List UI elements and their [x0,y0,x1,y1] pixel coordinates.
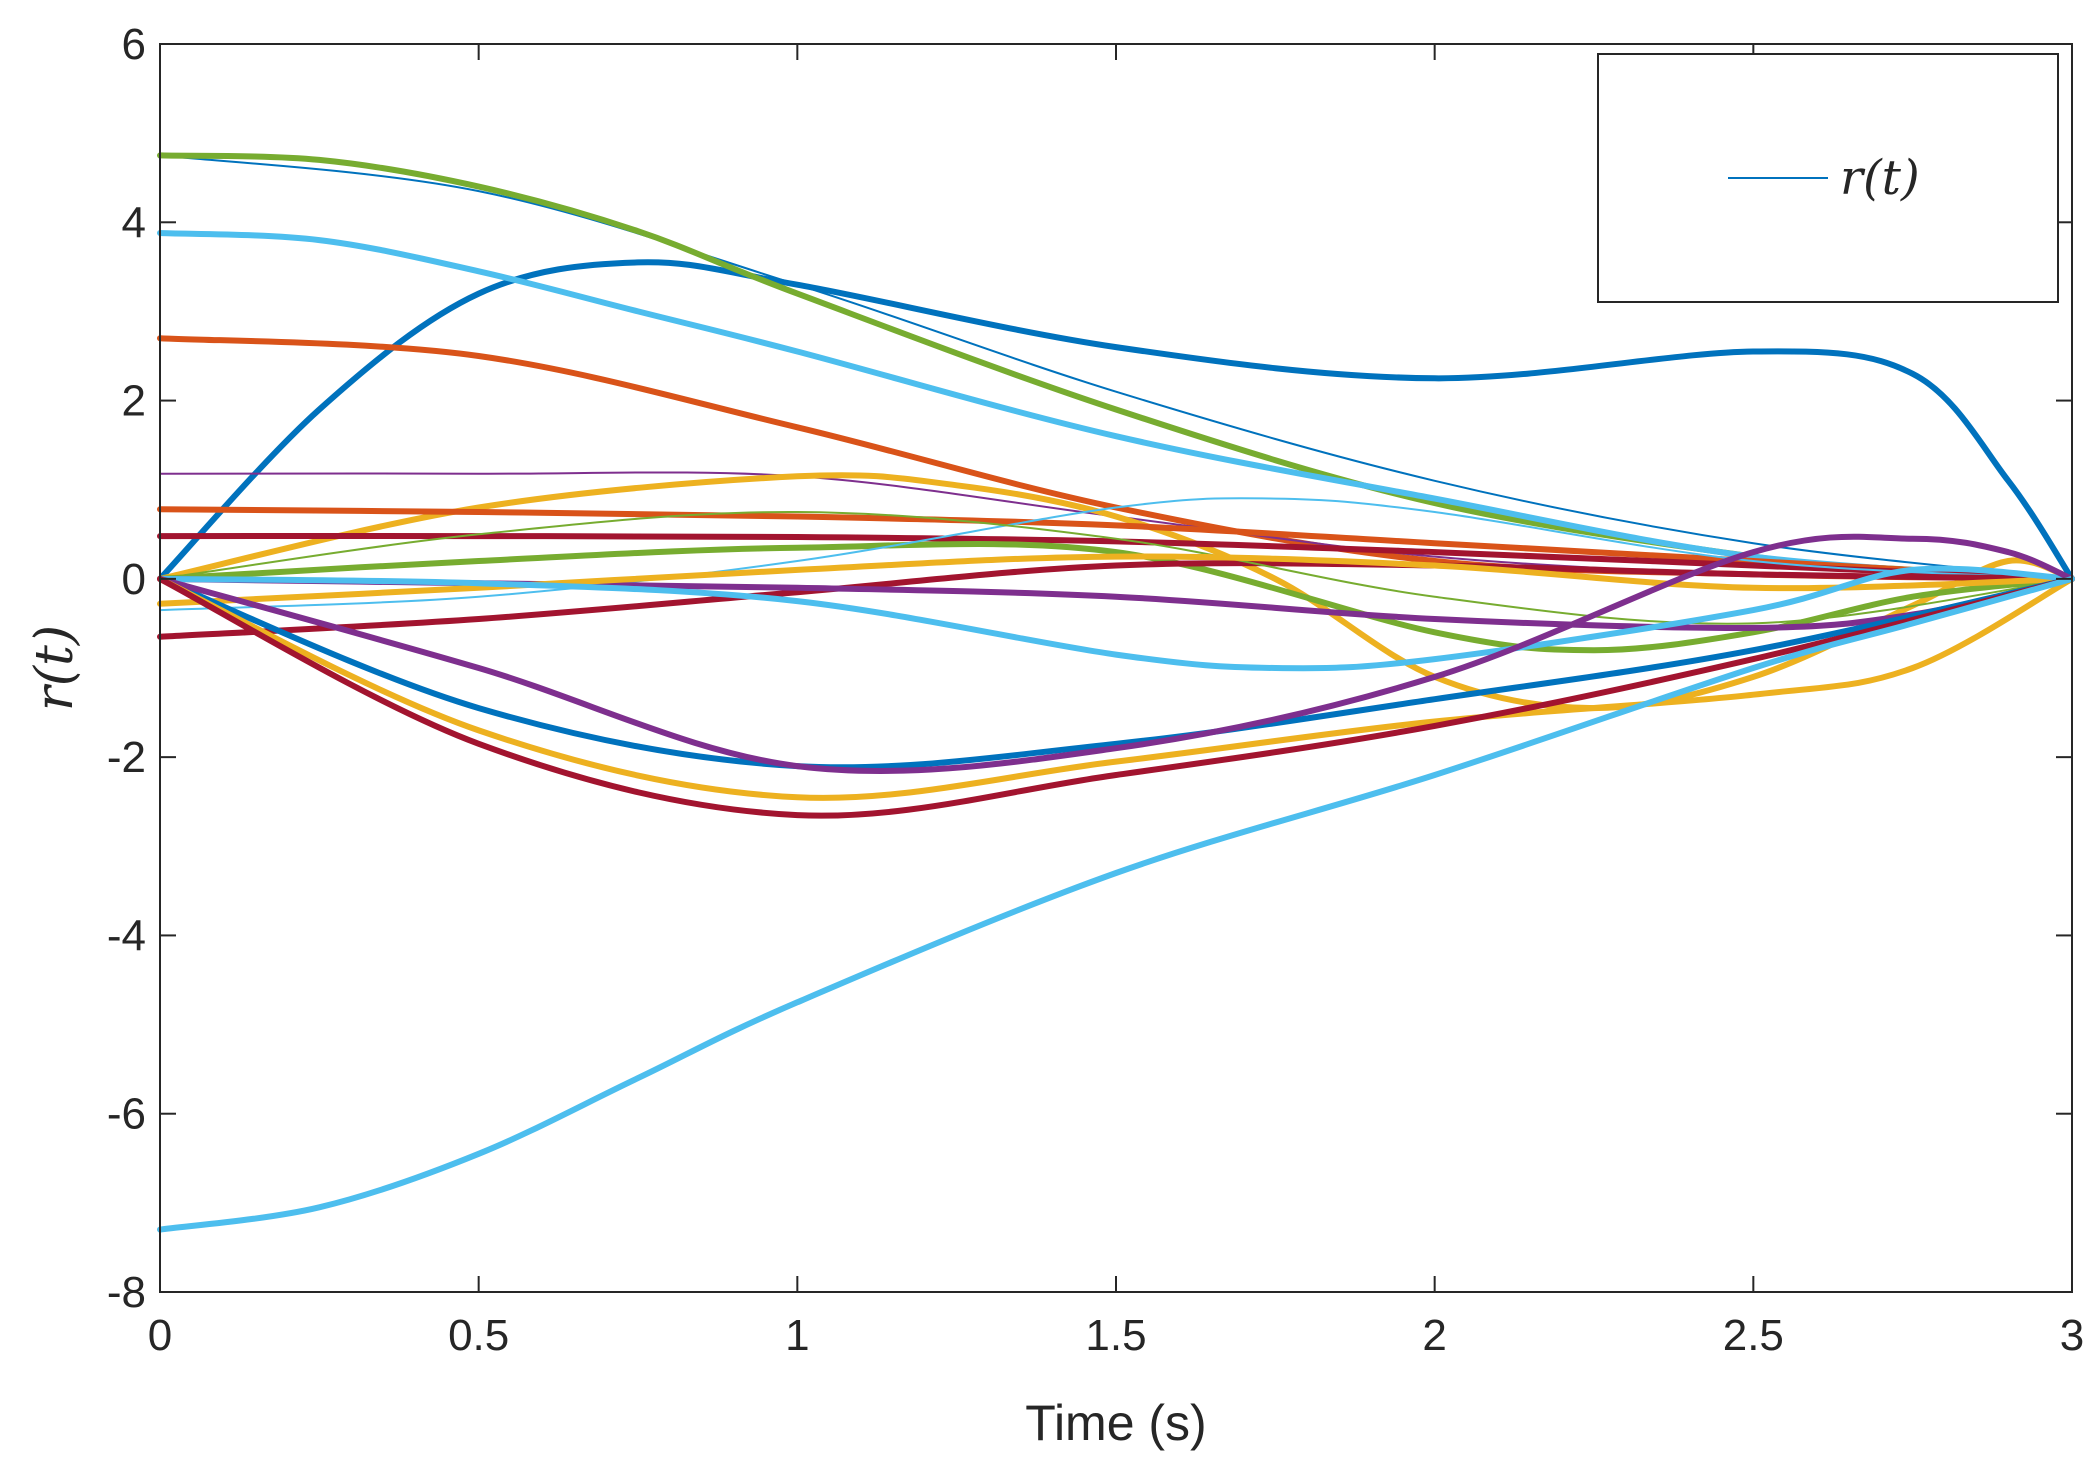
series-line-20 [157,575,2075,819]
series-layer [157,152,2075,1233]
series-line-15 [157,553,2075,607]
series-line-1 [157,259,2075,582]
x-tick-label: 1 [785,1311,809,1360]
series-line-4 [157,230,2075,582]
x-tick-label: 1.5 [1085,1311,1146,1360]
y-axis: -8 -6 -4 -2 0 2 4 6 [107,20,2072,1317]
y-tick-label: -4 [107,911,146,960]
x-axis-label: Time (s) [1025,1395,1206,1451]
series-line-2 [159,154,2073,580]
series-line-12 [157,560,2075,640]
x-axis: 0 0.5 1 1.5 2 2.5 3 [148,44,2084,1360]
y-tick-label: 6 [122,20,146,69]
y-tick-label: 2 [122,377,146,426]
series-line-17 [157,575,2075,771]
y-tick-label: -6 [107,1090,146,1139]
x-tick-label: 3 [2060,1311,2084,1360]
series-line-18 [157,533,2075,774]
x-tick-label: 2 [1422,1311,1446,1360]
series-line-16 [157,565,2075,672]
series-line-9 [157,533,2075,582]
y-axis-label: r(t) [25,625,85,711]
y-tick-label: -2 [107,733,146,782]
x-tick-label: 0 [148,1311,172,1360]
series-line-21 [157,575,2075,1233]
x-tick-label: 0.5 [448,1311,509,1360]
y-tick-label: -8 [107,1268,146,1317]
legend-entry-label: r(t) [1840,150,1920,206]
series-line-13 [159,510,2073,625]
x-tick-label: 2.5 [1723,1311,1784,1360]
legend: r(t) [1597,53,2059,303]
series-line-11 [159,497,2073,612]
series-line-19 [157,575,2075,801]
y-tick-label: 4 [122,198,146,247]
y-tick-label: 0 [122,555,146,604]
